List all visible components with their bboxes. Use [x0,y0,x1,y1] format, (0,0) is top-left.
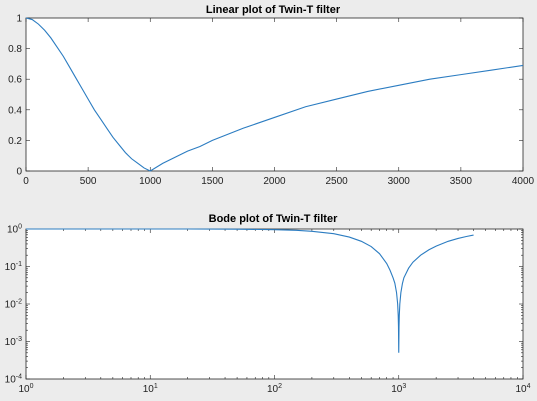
x-tick-label: 500 [80,176,97,187]
y-tick-label: 0 [16,167,22,178]
x-tick-label: 103 [391,383,406,395]
bode-plot-ticks: 100 101 102 103 104 100 10-1 10-2 10-3 10-4 [5,224,531,396]
bode-plot-series [26,228,474,353]
x-tick-label: 1500 [201,176,224,187]
y-tick-label: 100 [7,224,22,236]
x-tick-label: 100 [18,383,33,395]
bode-plot-title: Bode plot of Twin-T filter [209,213,338,225]
series-line [26,228,474,353]
linear-plot: Linear plot of Twin-T filter 0 500 1000 150… [8,4,534,187]
x-tick-label: 2500 [326,176,349,187]
y-tick-label: 1 [16,14,22,25]
y-tick-label: 10-2 [5,299,22,311]
x-tick-label: 102 [267,383,282,395]
x-tick-label: 2000 [263,176,286,187]
x-tick-label: 3000 [388,176,411,187]
y-tick-label: 0.2 [8,136,22,147]
linear-plot-series [25,17,524,172]
bode-plot-area [25,228,524,380]
x-tick-label: 4000 [512,176,535,187]
y-tick-label: 10-1 [5,261,22,273]
linear-plot-title: Linear plot of Twin-T filter [206,4,341,16]
bode-plot: Bode plot of Twin-T filter 100 101 102 103 1… [5,213,531,395]
x-tick-label: 104 [515,383,530,395]
y-tick-label: 10-4 [5,374,22,386]
x-tick-label: 3500 [450,176,473,187]
x-tick-label: 101 [143,383,158,395]
y-tick-label: 10-3 [5,336,22,348]
series-line [25,17,524,172]
linear-plot-ticks: 0 500 1000 1500 2000 2500 3000 3500 4000 0 0.2 0.4 0… [8,14,534,188]
y-tick-label: 0.8 [8,44,22,55]
x-tick-label: 0 [23,176,29,187]
x-tick-label: 1000 [139,176,162,187]
y-tick-label: 0.6 [8,75,22,86]
linear-plot-area [25,17,524,172]
y-tick-label: 0.4 [8,105,22,116]
